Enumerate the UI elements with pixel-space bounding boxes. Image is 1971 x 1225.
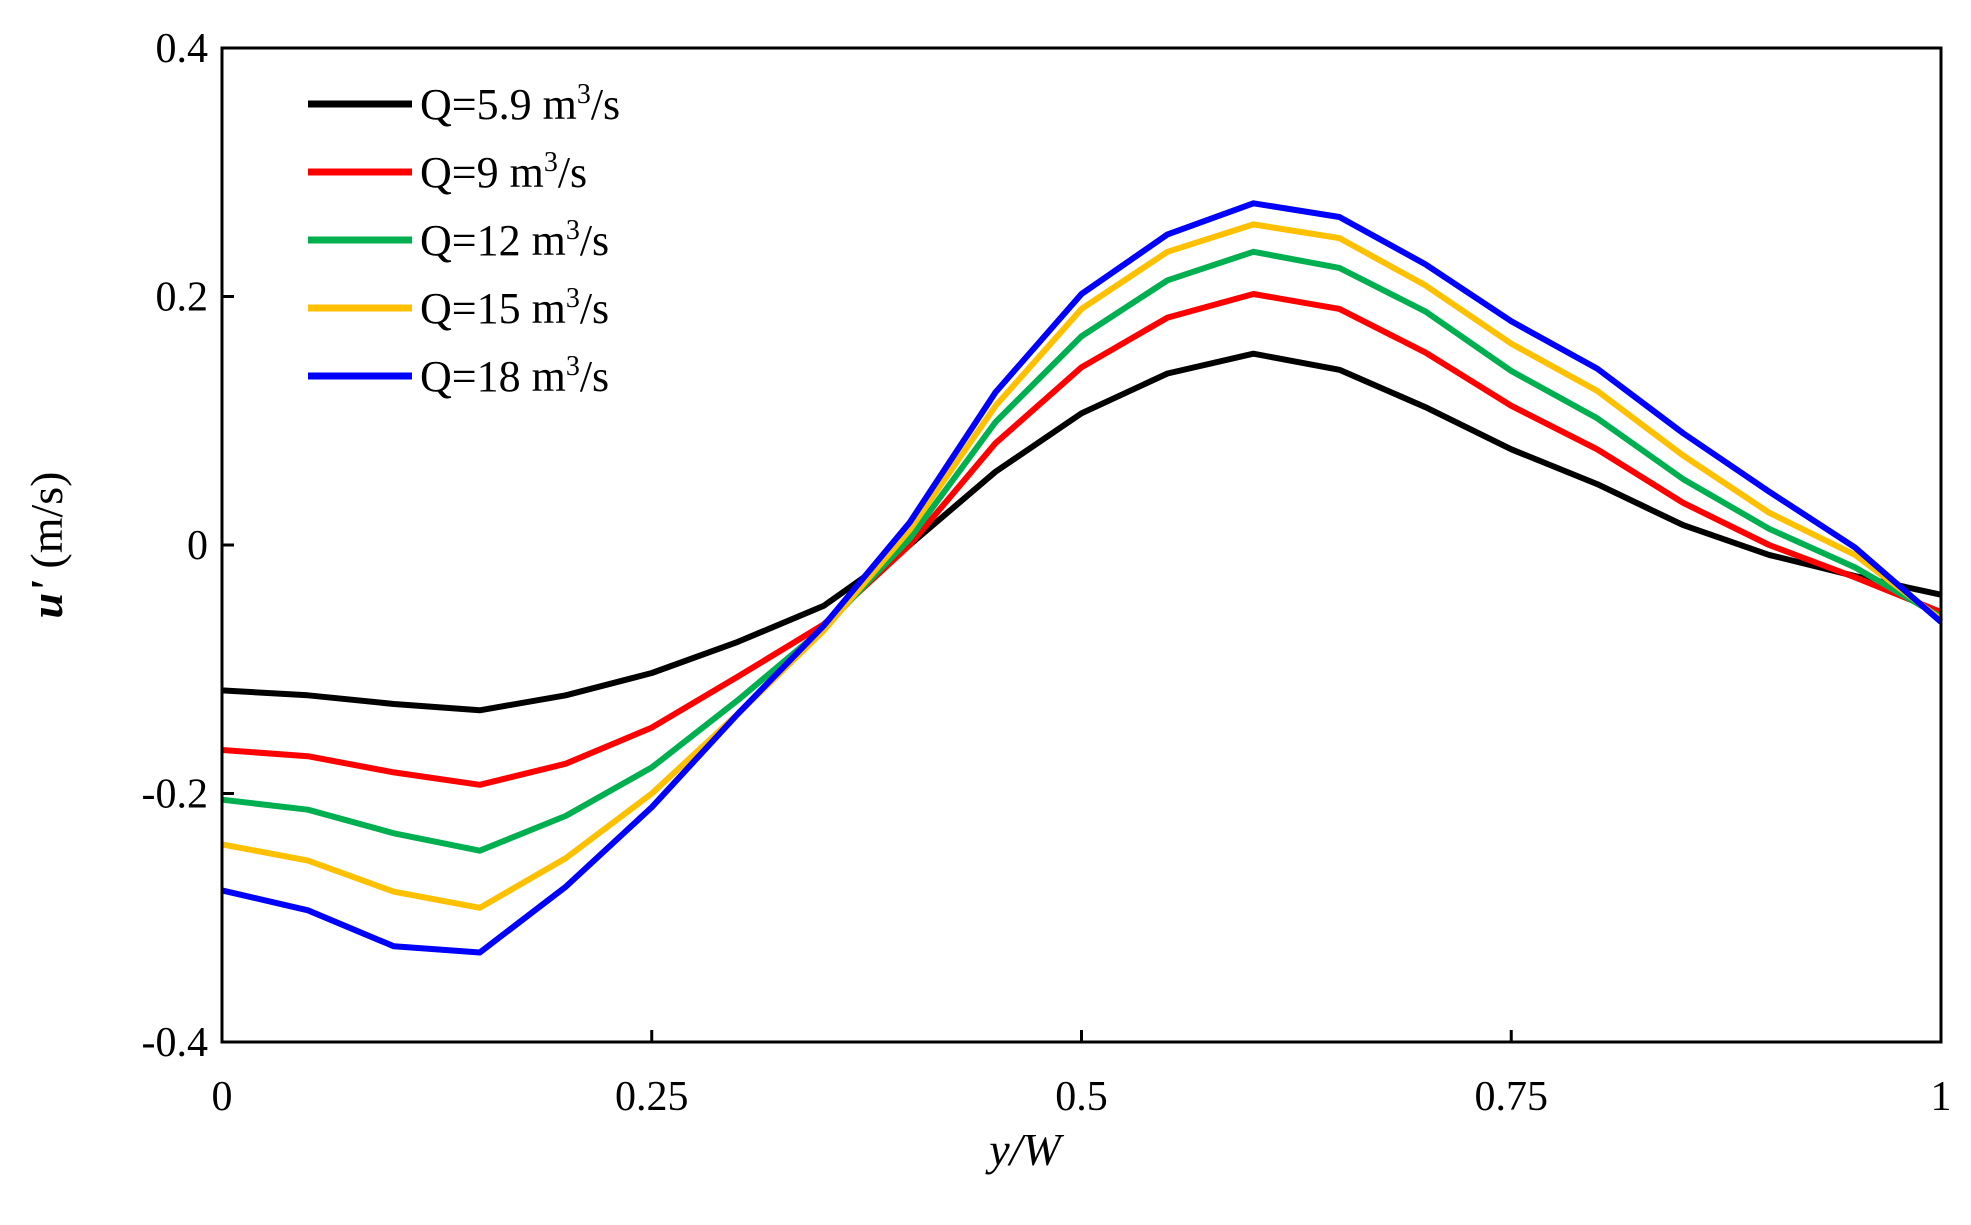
legend-label: Q=15 m3/s [420, 283, 609, 333]
x-tick-label: 0 [212, 1074, 233, 1120]
series-line-4 [221, 221, 1943, 911]
series-line-3 [221, 248, 1943, 854]
legend-label: Q=9 m3/s [420, 147, 587, 197]
series-line-5 [221, 200, 1943, 956]
series-line-1 [221, 350, 1942, 714]
y-tick-label: -0.2 [142, 772, 209, 818]
x-axis: 0 0.25 0.5 0.75 1 [212, 1030, 1952, 1120]
legend-label: Q=18 m3/s [420, 351, 609, 401]
x-tick-label: 0.25 [615, 1074, 689, 1120]
y-tick-label: 0 [187, 523, 208, 569]
y-tick-label: 0.4 [156, 26, 209, 72]
y-axis-title: u' (m/s) [21, 472, 72, 619]
x-axis-title: y/W [985, 1124, 1064, 1175]
x-tick-label: 0.75 [1475, 1074, 1549, 1120]
series-line-2 [221, 291, 1943, 788]
x-tick-label: 1 [1931, 1074, 1952, 1120]
series-group [221, 200, 1943, 956]
legend-label: Q=12 m3/s [420, 215, 609, 265]
legend: Q=5.9 m3/s Q=9 m3/s Q=12 m3/s Q=15 m3/s Q=18… [308, 79, 620, 401]
legend-label: Q=5.9 m3/s [420, 79, 620, 129]
plot-frame [220, 46, 1943, 1044]
y-tick-label: 0.2 [156, 275, 209, 321]
y-tick-label: -0.4 [142, 1020, 209, 1066]
x-tick-label: 0.5 [1055, 1074, 1108, 1120]
y-axis: 0.4 0.2 0 -0.2 -0.4 [142, 26, 234, 1066]
